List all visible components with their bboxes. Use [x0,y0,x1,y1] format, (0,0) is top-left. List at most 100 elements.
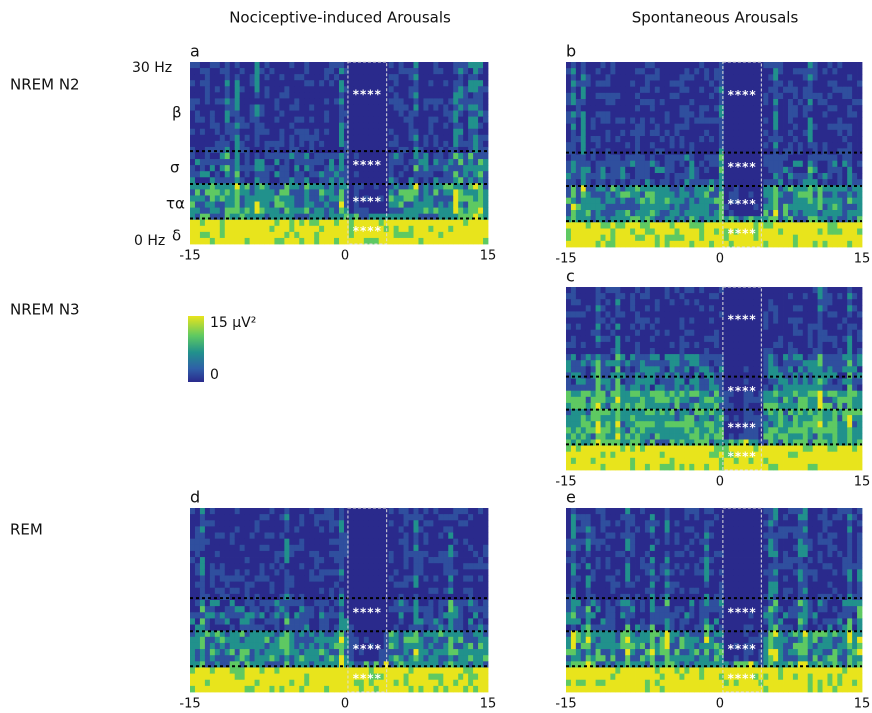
spectrogram-cell [743,62,749,69]
spectrogram-cell [738,360,744,367]
spectrogram-cell [852,222,858,229]
spectrogram-cell [299,225,305,233]
spectrogram-cell [832,166,838,174]
spectrogram-cell [566,228,572,236]
spectrogram-cell [463,98,469,105]
spectrogram-cell [580,415,587,422]
spectrogram-cell [590,234,596,242]
spectrogram-cell [812,148,818,155]
spectrogram-cell [368,183,375,190]
spectrogram-cell [684,203,690,211]
spectrogram-cell [664,463,670,471]
spectrogram-cell [314,92,320,99]
spectrogram-cell [704,173,710,180]
spectrogram-cell [299,116,305,124]
spectrogram-cell [773,457,779,465]
spectrogram-cell [625,402,631,410]
spectrogram-cell [433,195,439,202]
spectrogram-cell [309,189,315,196]
spectrogram-cell [778,384,784,392]
spectrogram-cell [294,104,300,111]
spectrogram-cell [728,299,735,306]
spectrogram-cell [413,86,419,93]
spectrogram-cell [654,173,661,180]
spectrogram-cell [649,111,656,118]
spectrogram-cell [595,323,601,331]
spectrogram-cell [229,195,236,202]
spectrogram-cell [827,80,833,88]
spectrogram-cell [334,231,340,239]
spectrogram-cell [625,74,631,81]
spectrogram-cell [817,99,823,106]
spectrogram-cell [773,62,779,69]
spectrogram-cell [630,62,636,69]
spectrogram-cell [244,134,250,142]
spectrogram-cell [738,341,744,349]
spectrogram-cell [797,129,804,137]
spectrogram-cell [448,110,454,117]
spectrogram-cell [428,98,434,105]
spectrogram-cell [443,110,449,117]
spectrogram-cell [674,142,680,149]
spectrogram-cell [674,148,680,155]
spectrogram-cell [842,129,848,137]
spectrogram-cell [649,62,656,69]
spectrogram-cell [763,136,769,143]
spectrogram-cell [254,104,260,111]
spectrogram-cell [778,396,784,404]
spectrogram-cell [788,62,794,69]
spectrogram-cell [329,165,335,172]
spectrogram-cell [733,293,740,300]
spectrogram-cell [610,99,616,106]
spectrogram-cell [640,80,646,88]
spectrogram-cell [694,111,700,118]
spectrogram-cell [738,185,744,192]
spectrogram-cell [393,219,399,227]
spectrogram-cell [625,439,631,446]
spectrogram-cell [314,159,320,166]
spectrogram-cell [620,129,626,137]
spectrogram-cell [822,129,828,137]
spectrogram-cell [704,299,710,306]
spectrogram-cell [783,222,789,229]
spectrogram-cell [239,165,246,172]
spectrogram-cell [448,189,454,196]
spectrogram-cell [249,134,255,142]
spectrogram-cell [373,86,380,93]
spectrogram-cell [408,68,414,75]
spectrogram-cell [570,317,577,324]
spectrogram-cell [264,201,270,208]
spectrogram-cell [847,216,853,223]
spectrogram-cell [590,384,596,392]
spectrogram-cell [783,384,789,392]
spectrogram-cell [209,128,216,136]
spectrogram-cell [679,123,685,131]
spectrogram-cell [600,234,606,242]
spectrogram-cell [605,396,611,404]
spectrogram-cell [778,197,784,205]
spectrogram-cell [763,160,769,168]
spectrogram-cell [792,129,799,137]
spectrogram-cell [403,80,409,87]
spectrogram-cell [289,104,295,111]
spectrogram-cell [483,110,489,117]
spectrogram-cell [373,98,380,105]
spectrogram-cell [595,92,601,100]
spectrogram-cell [709,348,715,355]
spectrogram-cell [679,311,685,318]
spectrogram-cell [254,140,260,148]
spectrogram-cell [699,173,705,180]
spectrogram-cell [763,348,769,355]
spectrogram-cell [214,153,221,160]
spectrogram-cell [694,80,700,88]
spectrogram-cell [428,128,434,136]
spectrogram-cell [778,234,784,242]
spectrogram-cell [570,111,577,118]
spectrogram-cell [580,378,587,385]
spectrogram-cell [674,210,680,217]
band-label: σ [170,159,180,177]
spectrogram-cell [403,201,409,208]
spectrogram-cell [309,98,315,105]
spectrogram-cell [753,427,759,434]
spectrogram-cell [733,234,740,242]
